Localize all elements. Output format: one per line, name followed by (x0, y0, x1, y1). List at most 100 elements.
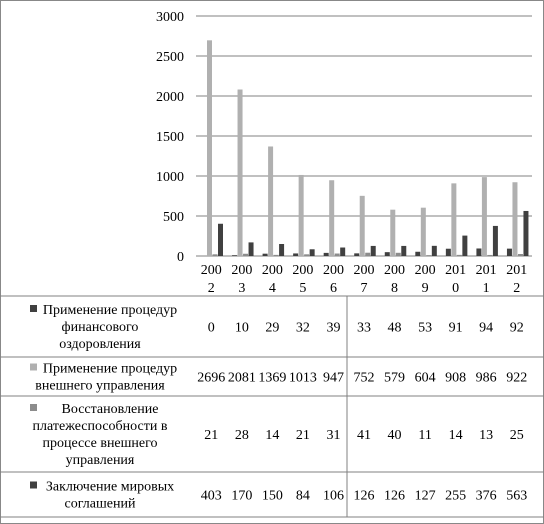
x-tick-label-part1: 200 (292, 263, 313, 278)
table-cell: 0 (208, 321, 215, 336)
table-cell: 25 (510, 428, 524, 443)
y-tick-label: 500 (163, 210, 184, 225)
bar-series-2 (481, 177, 487, 256)
y-tick-label: 1000 (156, 170, 184, 185)
table-cell: 21 (204, 428, 218, 443)
table-cell: 579 (384, 371, 405, 386)
bar-series-3 (395, 252, 401, 256)
bar-series-4 (401, 245, 407, 256)
x-tick-label-part2: 9 (422, 281, 429, 296)
bar-series-4 (340, 247, 346, 256)
table-cell: 563 (506, 489, 527, 504)
table-cell: 752 (354, 371, 375, 386)
bar-series-1 (232, 255, 238, 256)
table-cell: 255 (445, 489, 466, 504)
bar-series-4 (248, 242, 254, 256)
y-tick-label: 0 (177, 250, 184, 265)
table-cell: 908 (445, 371, 466, 386)
x-tick-label-part1: 200 (384, 263, 405, 278)
legend-label: процессе внешнего (42, 436, 157, 451)
table-cell: 94 (479, 321, 493, 336)
bar-series-2 (512, 182, 518, 256)
table-cell: 11 (418, 428, 431, 443)
bar-series-3 (456, 254, 462, 256)
table-cell: 106 (323, 489, 344, 504)
legend-key-series-4 (30, 481, 37, 489)
bar-series-4 (431, 245, 437, 256)
x-tick-label-part2: 5 (299, 281, 306, 296)
x-tick-label-part1: 201 (476, 263, 497, 278)
legend-label: оздоровления (59, 337, 141, 352)
x-tick-label-part2: 0 (452, 281, 459, 296)
legend-label: Заключение мировых (46, 480, 174, 495)
table-cell: 170 (231, 489, 252, 504)
bar-series-1 (445, 248, 451, 256)
x-tick-label-part2: 2 (513, 281, 520, 296)
table-cell: 32 (296, 321, 310, 336)
table-cell: 127 (415, 489, 436, 504)
table-cell: 29 (265, 321, 279, 336)
bar-series-3 (334, 253, 340, 256)
bar-series-3 (273, 254, 279, 256)
bar-series-3 (304, 254, 310, 256)
table-cell: 126 (384, 489, 405, 504)
bar-series-2 (359, 195, 365, 256)
bar-series-2 (207, 40, 212, 256)
bar-series-1 (293, 253, 299, 256)
table-cell: 84 (296, 489, 310, 504)
bar-series-4 (309, 249, 315, 256)
bar-series-1 (506, 248, 512, 256)
table-cell: 376 (476, 489, 497, 504)
bar-series-4 (370, 245, 376, 256)
x-tick-label-part2: 6 (330, 281, 337, 296)
table-cell: 39 (326, 321, 340, 336)
legend-label: внешнего управления (35, 379, 165, 394)
bar-series-4 (218, 223, 223, 256)
legend-label: финансового (62, 320, 139, 335)
x-tick-label-part1: 201 (445, 263, 466, 278)
bar-series-4 (492, 225, 498, 256)
table-cell: 92 (510, 321, 524, 336)
bar-series-1 (354, 253, 360, 256)
table-cell: 53 (418, 321, 432, 336)
x-tick-label-part1: 200 (262, 263, 283, 278)
table-cell: 10 (235, 321, 249, 336)
bar-series-2 (329, 180, 335, 256)
bar-series-2 (237, 89, 243, 257)
table-cell: 922 (506, 371, 527, 386)
table-cell: 28 (235, 428, 249, 443)
x-tick-label-part1: 200 (231, 263, 252, 278)
x-tick-label-part2: 4 (269, 281, 276, 296)
bar-series-3 (426, 255, 432, 256)
x-tick-label-part2: 1 (483, 281, 490, 296)
x-tick-label-part2: 8 (391, 281, 398, 296)
table-cell: 126 (354, 489, 375, 504)
x-tick-label-part2: 3 (238, 281, 245, 296)
y-tick-label: 3000 (156, 10, 184, 25)
table-cell: 40 (388, 428, 402, 443)
bar-series-2 (420, 207, 426, 256)
legend-key-series-2 (30, 363, 37, 371)
legend-label: платежеспособности в (33, 419, 168, 434)
bar-series-4 (279, 244, 285, 256)
legend-key-series-1 (30, 305, 37, 312)
bar-series-3 (212, 254, 218, 256)
bar-series-1 (262, 253, 268, 256)
bar-series-3 (517, 254, 523, 256)
legend-label: Восстановление (62, 402, 159, 417)
bar-series-3 (243, 253, 249, 256)
table-cell: 403 (201, 489, 222, 504)
bar-series-2 (298, 174, 304, 256)
table-cell: 14 (449, 428, 463, 443)
table-cell: 13 (479, 428, 493, 443)
legend-label: соглашений (65, 497, 136, 512)
bar-series-3 (365, 252, 371, 256)
y-tick-label: 2500 (156, 50, 184, 65)
table-cell: 947 (323, 371, 344, 386)
x-tick-label-part1: 200 (415, 263, 436, 278)
table-cell: 1013 (289, 371, 317, 386)
bar-series-4 (462, 235, 468, 256)
table-cell: 1369 (258, 371, 286, 386)
x-tick-label-part1: 200 (354, 263, 375, 278)
